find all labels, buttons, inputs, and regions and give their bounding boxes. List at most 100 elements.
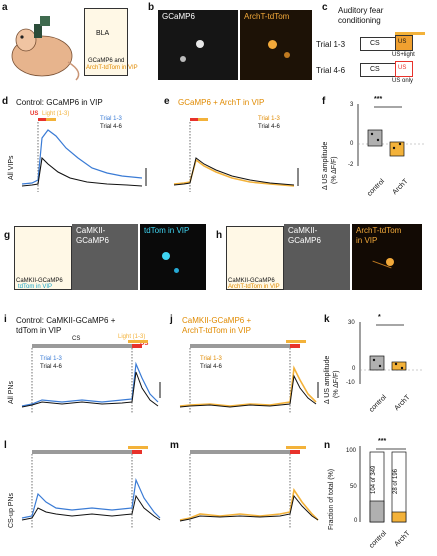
panel-e-title: GCaMP6 + ArchT in VIP <box>178 98 265 107</box>
trial-b-note: US only <box>392 78 414 84</box>
panel-k-ytick-4: -10 <box>346 380 355 386</box>
micrograph-h-camkii-label: CaMKII- <box>288 226 318 235</box>
panel-i-light-tag: Light (1-3) <box>118 334 146 340</box>
panel-k-xcat-1: control <box>368 394 388 414</box>
panel-label-i: i <box>4 314 7 325</box>
panel-d-plot <box>21 118 147 192</box>
panel-label-k: k <box>324 314 330 325</box>
panel-a-caption-2: ArchT-tdTom in VIP <box>86 65 138 71</box>
trial-b-label: Trial 4-6 <box>316 66 346 75</box>
panel-k-ylabel-1: Δ US amplitude <box>324 355 331 404</box>
panel-j-plot <box>179 340 319 414</box>
panel-label-h: h <box>216 230 223 241</box>
panel-label-n: n <box>324 440 331 451</box>
panel-h-cap-1: CaMKII-GCaMP6 <box>228 278 275 284</box>
panel-g-cap-1: CaMKII-GCaMP6 <box>16 278 63 284</box>
panel-i-title-1: Control: CaMKII-GCaMP6 + <box>16 316 116 325</box>
panel-d-ylabel: All VIPs <box>8 155 15 180</box>
panel-d-us-tag: US <box>30 111 39 117</box>
micrograph-g-camkii-label: CaMKII- <box>76 226 106 235</box>
panel-label-l: l <box>4 440 7 451</box>
panel-d-title: Control: GCaMP6 in VIP <box>16 98 103 107</box>
trial-b-us-block <box>395 61 413 77</box>
micrograph-g-tdtom-label: tdTom in VIP <box>144 226 190 235</box>
panel-e-legend-2: Trial 4-6 <box>258 124 280 130</box>
panel-f-ytick-0: 3 <box>350 102 354 108</box>
micrograph-gcamp6 <box>158 10 238 80</box>
panel-f-stars: *** <box>374 96 383 103</box>
panel-m-plot <box>179 446 319 528</box>
trace-orange-m <box>179 487 319 521</box>
panel-n-xcat-2: ArchT <box>393 530 412 549</box>
panel-c-title-2: conditioning <box>338 16 381 25</box>
panel-label-a: a <box>2 2 8 13</box>
panel-g-diagram <box>14 226 72 290</box>
panel-i-cs: CS <box>72 336 81 342</box>
panel-f-xcat-1: control <box>366 178 386 198</box>
micrograph-h-archt <box>352 224 422 290</box>
micrograph-archt-tdtom <box>240 10 312 80</box>
micrograph-gcamp6-label: GCaMP6 <box>162 12 195 21</box>
bar-f-archt <box>389 141 405 157</box>
panel-d-legend-2: Trial 4-6 <box>100 124 122 130</box>
panel-f-ylabel-1: Δ US amplitude <box>322 141 329 190</box>
trace-black-m <box>179 494 319 522</box>
micrograph-h-camkii <box>284 224 350 290</box>
panel-k-ylabel-2: (% ΔF/F) <box>333 370 340 398</box>
panel-label-m: m <box>170 440 179 451</box>
micrograph-g-camkii-label-2: GCaMP6 <box>76 236 109 245</box>
bar-k-control <box>369 355 385 371</box>
panel-i-title-2: tdTom in VIP <box>16 326 62 335</box>
panel-i-us-tag: US <box>140 341 149 347</box>
panel-i-plot <box>21 340 161 414</box>
bar-n-control-fill <box>369 500 385 523</box>
trial-b-cs-label: CS <box>370 66 380 73</box>
bla-label: BLA <box>96 30 110 37</box>
panel-f-plot <box>357 104 424 166</box>
trace-blue-i <box>21 361 159 407</box>
panel-c-title-1: Auditory fear <box>338 6 384 15</box>
trace-blue-l <box>21 477 161 519</box>
micrograph-archt-label: ArchT-tdTom <box>244 12 290 21</box>
trial-a-label: Trial 1-3 <box>316 40 346 49</box>
panel-g-cap-2: tdTom in VIP <box>18 284 53 290</box>
panel-label-e: e <box>164 96 170 107</box>
trace-black-d <box>21 156 143 187</box>
micrograph-g-camkii <box>72 224 138 290</box>
panel-j-legend-2: Trial 4-6 <box>200 364 222 370</box>
trace-orange-e <box>173 158 295 187</box>
panel-i-legend-2: Trial 4-6 <box>40 364 62 370</box>
bar-n-archt-fill <box>391 511 407 523</box>
panel-a-caption-1: GCaMP6 and <box>88 58 125 64</box>
panel-label-f: f <box>322 96 326 107</box>
panel-n-ylabel: Fraction of total (%) <box>328 468 335 530</box>
bar-f-control <box>367 129 383 147</box>
trial-b-us-label: US <box>398 65 407 71</box>
micrograph-h-archt-label-2: in VIP <box>356 236 378 245</box>
panel-d-light-tag: Light (1-3) <box>42 111 70 117</box>
trial-a-light-bar <box>395 32 425 35</box>
panel-f-ytick-5: -2 <box>348 162 354 168</box>
panel-f-xcat-2: ArchT <box>391 178 410 197</box>
micrograph-h-archt-label: ArchT-tdTom <box>356 226 402 235</box>
panel-h-diagram <box>226 226 284 290</box>
panel-j-title-1: CaMKII-GCaMP6 + <box>182 316 252 325</box>
trace-black-j <box>179 374 317 408</box>
panel-d-legend-1: Trial 1-3 <box>100 116 122 122</box>
panel-n-stars: *** <box>378 438 387 445</box>
panel-k-stars: * <box>378 314 381 321</box>
trial-a-us-label: US <box>398 39 407 45</box>
panel-n-ytick-1: 50 <box>350 484 357 490</box>
panel-e-plot <box>173 118 299 192</box>
mouse-illustration <box>11 16 80 81</box>
trial-a-note: US+light <box>392 52 415 58</box>
panel-label-g: g <box>4 230 11 241</box>
panel-k-xcat-2: ArchT <box>393 394 412 413</box>
panel-j-title-2: ArchT-tdTom in VIP <box>182 326 251 335</box>
panel-i-legend-1: Trial 1-3 <box>40 356 62 362</box>
panel-k-ytick-0: 30 <box>348 320 355 326</box>
panel-label-c: c <box>322 2 328 13</box>
panel-label-b: b <box>148 2 155 13</box>
panel-j-legend-1: Trial 1-3 <box>200 356 222 362</box>
brain-box-a <box>84 8 128 76</box>
